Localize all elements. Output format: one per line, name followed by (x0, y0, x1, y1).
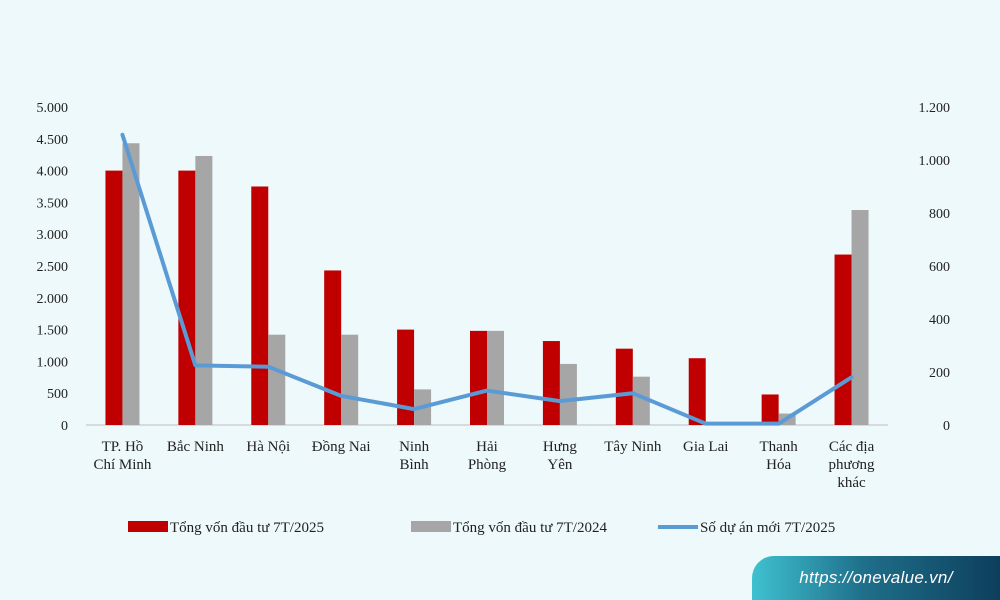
line-series-new-projects (120, 132, 854, 426)
category-label: Các địa phương khác (829, 439, 876, 491)
y-right-tick-label: 0 (943, 419, 950, 434)
y-left-tick-label: 3.000 (37, 228, 69, 243)
category-label: Bắc Ninh (167, 439, 225, 455)
y-right-tick-label: 1.000 (919, 154, 951, 169)
watermark-badge: https://onevalue.vn/ (752, 556, 1000, 600)
category-label: Đồng Nai (312, 439, 371, 455)
bar-2025 (615, 348, 633, 425)
category-label: Ninh Bình (399, 439, 430, 473)
y-right-tick-label: 800 (929, 207, 950, 222)
y-left-tick-label: 1.000 (37, 355, 69, 370)
y-left-tick-label: 2.000 (37, 292, 69, 307)
category-label: Gia Lai (683, 439, 728, 455)
y-left-tick-label: 4.000 (37, 165, 69, 180)
bar-2025 (324, 270, 342, 425)
watermark-text: https://onevalue.vn/ (799, 568, 953, 587)
y-left-tick-label: 2.500 (37, 260, 69, 275)
y-right-tick-label: 1.200 (919, 101, 951, 116)
y-left-tick-label: 500 (47, 387, 68, 402)
bar-2024 (122, 143, 140, 425)
bar-2024 (487, 330, 504, 425)
category-label: Hưng Yên (543, 439, 577, 473)
bar-2025 (834, 254, 852, 425)
category-label: TP. Hồ Chí Minh (93, 439, 151, 473)
legend-label: Tổng vốn đầu tư 7T/2024 (453, 520, 607, 536)
y-right-tick-label: 600 (929, 260, 950, 275)
y-left-tick-label: 0 (61, 419, 68, 434)
bar-2025 (251, 186, 269, 425)
y-right-tick-label: 400 (929, 313, 950, 328)
y-left-tick-label: 4.500 (37, 133, 69, 148)
legend-label: Số dự án mới 7T/2025 (700, 520, 835, 536)
legend-label: Tổng vốn đầu tư 7T/2025 (170, 520, 324, 536)
category-label: Tây Ninh (604, 439, 662, 455)
bar-2025 (178, 170, 196, 425)
legend-swatch (411, 521, 451, 532)
y-left-tick-label: 3.500 (37, 196, 69, 211)
bar-2024 (195, 155, 213, 426)
y-left-tick-label: 5.000 (37, 101, 69, 116)
bar-2024 (851, 210, 869, 425)
bar-2025 (688, 358, 706, 425)
bar-2025 (105, 170, 123, 425)
y-right-tick-label: 200 (929, 366, 950, 381)
bar-2025 (470, 330, 487, 425)
category-label: Hải Phòng (468, 439, 507, 473)
bar-2024 (632, 376, 650, 425)
bar-2024 (559, 363, 577, 425)
bar-2025 (761, 394, 779, 425)
bar-2024 (268, 334, 286, 425)
category-label: Hà Nội (246, 439, 290, 455)
bar-2024 (341, 334, 359, 425)
legend-swatch (128, 521, 168, 532)
bar-2025 (397, 329, 415, 425)
category-label: Thanh Hóa (759, 439, 798, 473)
bar-2025 (542, 341, 560, 425)
y-left-tick-label: 1.500 (37, 324, 69, 339)
